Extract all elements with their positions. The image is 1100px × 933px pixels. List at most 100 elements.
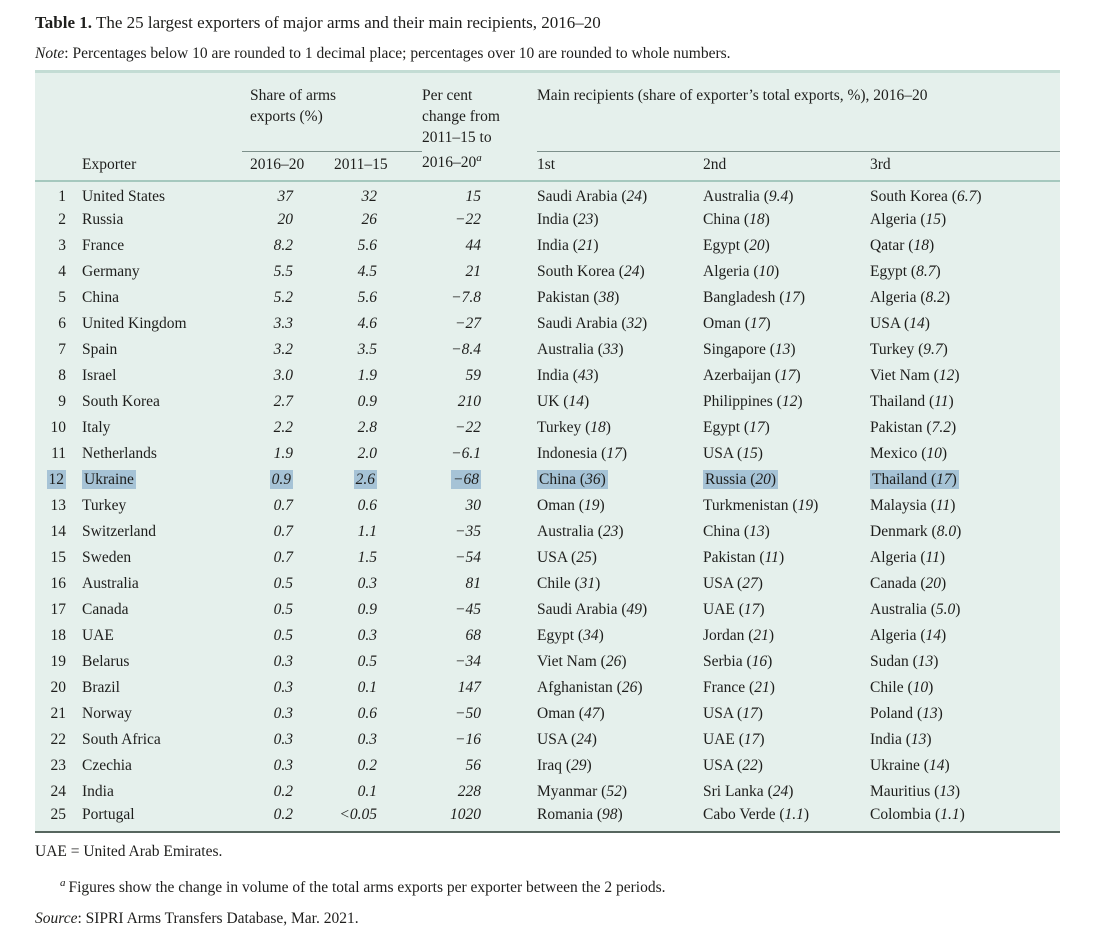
recipient-2-cell: Jordan (21) <box>703 627 775 644</box>
table-row: 10 Italy 2.2 2.8 −22 Turkey (18) Egypt (… <box>35 415 1060 441</box>
share-2011-15-cell: 0.3 <box>357 575 377 592</box>
table-row: 19 Belarus 0.3 0.5 −34 Viet Nam (26) Ser… <box>35 649 1060 675</box>
rank-cell: 18 <box>50 627 67 644</box>
recipient-2-cell: UAE (17) <box>703 601 765 618</box>
exporter-cell: China <box>82 289 120 306</box>
footnote-a-marker: a <box>60 877 66 889</box>
recipient-1-cell: Saudi Arabia (49) <box>537 601 648 618</box>
table-row: 21 Norway 0.3 0.6 −50 Oman (47) USA (17)… <box>35 701 1060 727</box>
col-header-1st-recipient: 1st <box>537 151 703 182</box>
recipient-2-cell: Bangladesh (17) <box>703 289 806 306</box>
recipient-3-cell: Turkey (9.7) <box>870 341 948 358</box>
table-row: 25 Portugal 0.2 <0.05 1020 Romania (98) … <box>35 805 1060 831</box>
recipient-3-cell: Poland (13) <box>870 705 943 722</box>
rank-cell: 4 <box>58 263 66 280</box>
rank-cell: 25 <box>50 806 67 823</box>
rank-cell: 6 <box>58 315 66 332</box>
recipient-3-cell: Qatar (18) <box>870 237 935 254</box>
rank-cell: 13 <box>50 497 67 514</box>
table-row: 18 UAE 0.5 0.3 68 Egypt (34) Jordan (21)… <box>35 623 1060 649</box>
rank-cell: 23 <box>50 757 67 774</box>
share-2011-15-cell: 5.6 <box>357 237 377 254</box>
table-row: 16 Australia 0.5 0.3 81 Chile (31) USA (… <box>35 571 1060 597</box>
table-row: 12 Ukraine 0.9 2.6 −68 China (36) Russia… <box>35 467 1060 493</box>
recipient-3-cell: Algeria (15) <box>870 211 947 228</box>
recipient-3-cell: Algeria (11) <box>870 549 946 566</box>
share-2011-15-cell: 5.6 <box>357 289 377 306</box>
exporter-cell: Czechia <box>82 757 132 774</box>
rank-cell: 16 <box>50 575 67 592</box>
recipient-2-cell: USA (27) <box>703 575 763 592</box>
share-2011-15-cell: 2.6 <box>353 470 377 489</box>
col-group-share-label: Share of arms exports (%) <box>250 87 337 125</box>
recipient-2-cell: Sri Lanka (24) <box>703 783 794 800</box>
percent-change-cell: 44 <box>465 237 482 254</box>
share-2011-15-cell: 0.5 <box>357 653 377 670</box>
share-2011-15-cell: 32 <box>361 188 378 205</box>
recipient-1-cell: Oman (47) <box>537 705 605 722</box>
recipient-1-cell: Saudi Arabia (24) <box>537 188 648 205</box>
percent-change-cell: 59 <box>465 367 482 384</box>
recipient-2-cell: China (18) <box>703 211 770 228</box>
arms-exporters-table: Share of arms exports (%) Per cent chang… <box>35 70 1060 833</box>
exporter-cell: South Korea <box>82 393 160 410</box>
share-2016-20-cell: 0.3 <box>273 653 293 670</box>
table-row: 20 Brazil 0.3 0.1 147 Afghanistan (26) F… <box>35 675 1060 701</box>
recipient-2-cell: USA (22) <box>703 757 763 774</box>
percent-change-cell: −54 <box>455 549 481 566</box>
recipient-2-cell: Pakistan (11) <box>703 549 785 566</box>
footnote-a-marker: a <box>476 152 482 164</box>
rank-cell: 7 <box>58 341 66 358</box>
change-header-line-4: 2016–20a <box>422 152 482 172</box>
exporter-cell: India <box>82 783 114 800</box>
share-2016-20-cell: 0.3 <box>273 705 293 722</box>
recipient-3-cell: Algeria (14) <box>870 627 947 644</box>
table-row: 14 Switzerland 0.7 1.1 −35 Australia (23… <box>35 519 1060 545</box>
exporter-cell: Netherlands <box>82 445 157 462</box>
recipient-3-cell: Denmark (8.0) <box>870 523 962 540</box>
percent-change-cell: −27 <box>455 315 481 332</box>
percent-change-cell: −50 <box>455 705 481 722</box>
recipient-2-cell: Oman (17) <box>703 315 771 332</box>
col-header-2016-20: 2016–20 <box>242 151 332 182</box>
share-2011-15-cell: 2.0 <box>357 445 377 462</box>
share-2016-20-cell: 0.7 <box>273 523 293 540</box>
recipient-2-cell: France (21) <box>703 679 775 696</box>
rank-cell: 12 <box>46 470 66 489</box>
percent-change-cell: 15 <box>465 188 482 205</box>
percent-change-cell: 81 <box>465 575 482 592</box>
recipient-3-cell: Thailand (11) <box>870 393 954 410</box>
recipient-3-cell: Australia (5.0) <box>870 601 961 618</box>
recipient-1-cell: Australia (33) <box>537 341 624 358</box>
recipient-1-cell: Australia (23) <box>537 523 624 540</box>
share-2016-20-cell: 0.3 <box>273 757 293 774</box>
recipient-3-cell: Thailand (17) <box>870 470 959 489</box>
rank-cell: 22 <box>50 731 67 748</box>
recipient-2-cell: Australia (9.4) <box>703 188 794 205</box>
recipient-2-cell: Cabo Verde (1.1) <box>703 806 810 823</box>
percent-change-cell: 210 <box>457 393 481 410</box>
share-2016-20-cell: 0.7 <box>273 497 293 514</box>
recipient-3-cell: Pakistan (7.2) <box>870 419 957 436</box>
recipient-3-cell: Malaysia (11) <box>870 497 956 514</box>
source-text: : SIPRI Arms Transfers Database, Mar. 20… <box>77 910 359 928</box>
recipient-3-cell: India (13) <box>870 731 932 748</box>
table-row: 2 Russia 20 26 −22 India (23) China (18)… <box>35 207 1060 233</box>
share-2016-20-cell: 37 <box>277 188 294 205</box>
share-2011-15-cell: 0.3 <box>357 627 377 644</box>
share-2016-20-cell: 0.5 <box>273 575 293 592</box>
share-2011-15-cell: 4.5 <box>357 263 377 280</box>
exporter-cell: Portugal <box>82 806 135 823</box>
col-group-main-recipients: Main recipients (share of exporter’s tot… <box>537 73 1060 152</box>
rank-cell: 1 <box>58 188 66 205</box>
share-2011-15-cell: 1.1 <box>357 523 377 540</box>
share-2016-20-cell: 8.2 <box>273 237 293 254</box>
share-2011-15-cell: 0.1 <box>357 679 377 696</box>
exporter-cell: Belarus <box>82 653 130 670</box>
col-header-exporter: Exporter <box>70 151 242 182</box>
table-row: 7 Spain 3.2 3.5 −8.4 Australia (33) Sing… <box>35 337 1060 363</box>
footnote-a-text: Figures show the change in volume of the… <box>68 879 666 897</box>
recipient-1-cell: Pakistan (38) <box>537 289 620 306</box>
rank-cell: 3 <box>58 237 66 254</box>
recipient-1-cell: Oman (19) <box>537 497 605 514</box>
